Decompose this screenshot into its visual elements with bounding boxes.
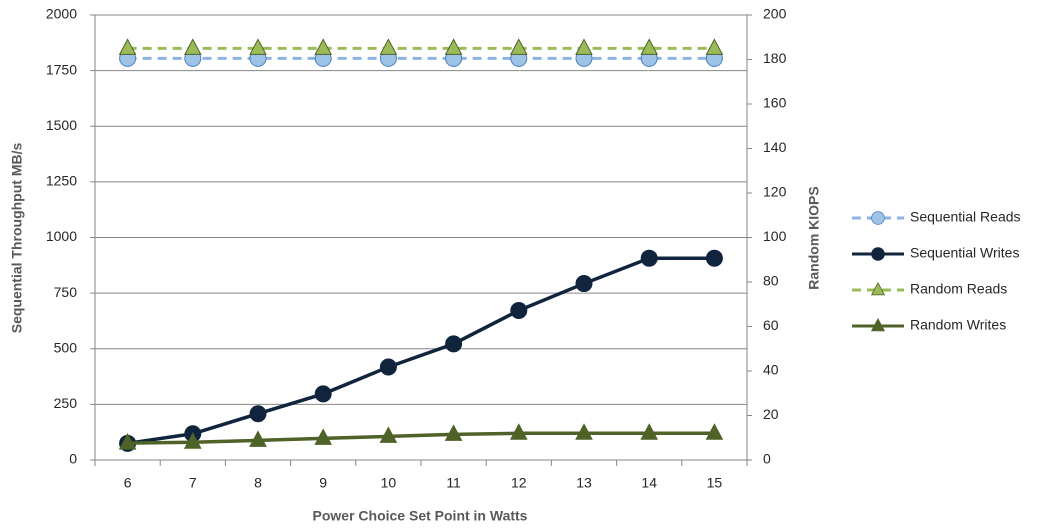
y2-tick-label: 180 bbox=[763, 50, 787, 66]
y-tick-label: 1000 bbox=[46, 228, 77, 244]
data-point bbox=[183, 432, 202, 449]
x-tick-label: 13 bbox=[576, 475, 592, 491]
data-point bbox=[314, 385, 332, 403]
data-point bbox=[314, 428, 333, 445]
data-point bbox=[575, 38, 593, 55]
data-point bbox=[314, 38, 333, 55]
x-tick-label: 12 bbox=[511, 475, 527, 491]
data-point bbox=[118, 38, 137, 55]
legend-marker bbox=[871, 211, 885, 225]
x-axis-title: Power Choice Set Point in Watts bbox=[313, 508, 528, 524]
x-tick-label: 7 bbox=[189, 475, 197, 491]
x-tick-label: 8 bbox=[254, 475, 262, 491]
data-point bbox=[509, 423, 528, 440]
y-axis-title: Sequential Throughput MB/s bbox=[9, 143, 25, 334]
data-point bbox=[705, 38, 724, 55]
legend-marker bbox=[870, 281, 886, 296]
legend-marker bbox=[871, 247, 885, 261]
legend-marker bbox=[870, 317, 886, 332]
data-point bbox=[118, 433, 137, 450]
y2-tick-label: 80 bbox=[763, 273, 779, 289]
y2-tick-label: 200 bbox=[763, 6, 787, 22]
y-tick-label: 0 bbox=[69, 451, 77, 467]
data-point bbox=[640, 423, 659, 440]
data-point bbox=[705, 423, 724, 440]
series-line bbox=[127, 431, 715, 445]
y2-tick-label: 20 bbox=[763, 406, 779, 422]
y2-tick-label: 160 bbox=[763, 95, 787, 111]
y-tick-label: 750 bbox=[54, 284, 78, 300]
legend-label: Random Writes bbox=[910, 317, 1006, 333]
x-tick-label: 15 bbox=[707, 475, 723, 491]
y2-tick-label: 140 bbox=[763, 139, 787, 155]
y-tick-label: 1250 bbox=[46, 173, 77, 189]
y2-tick-label: 60 bbox=[763, 317, 779, 333]
y2-tick-label: 120 bbox=[763, 184, 787, 200]
x-tick-label: 9 bbox=[319, 475, 327, 491]
data-point bbox=[183, 38, 202, 55]
legend-label: Sequential Reads bbox=[910, 209, 1021, 225]
data-point bbox=[575, 423, 593, 440]
data-point bbox=[444, 38, 463, 55]
x-tick-label: 6 bbox=[124, 475, 132, 491]
data-point bbox=[640, 249, 658, 267]
legend-label: Sequential Writes bbox=[910, 245, 1019, 261]
data-point bbox=[379, 426, 398, 443]
y-tick-label: 500 bbox=[54, 339, 78, 355]
y-tick-label: 2000 bbox=[46, 6, 77, 22]
y2-axis-title: Random KIOPS bbox=[806, 186, 822, 289]
data-point bbox=[510, 301, 528, 319]
x-tick-label: 11 bbox=[446, 475, 461, 491]
series-line bbox=[127, 256, 715, 446]
x-tick-label: 10 bbox=[381, 475, 397, 491]
x-tick-label: 14 bbox=[641, 475, 657, 491]
data-point bbox=[249, 405, 267, 423]
y2-tick-label: 0 bbox=[763, 451, 771, 467]
data-point bbox=[445, 335, 463, 353]
y-tick-label: 250 bbox=[54, 395, 78, 411]
data-point bbox=[379, 38, 398, 55]
data-point bbox=[249, 430, 267, 447]
y-tick-label: 1500 bbox=[46, 117, 77, 133]
data-point bbox=[509, 38, 528, 55]
y2-tick-label: 100 bbox=[763, 228, 787, 244]
data-point bbox=[444, 424, 463, 441]
data-point bbox=[640, 38, 659, 55]
data-point bbox=[249, 38, 267, 55]
data-point bbox=[575, 275, 593, 293]
data-point bbox=[379, 358, 397, 376]
data-point bbox=[705, 249, 723, 267]
legend-label: Random Reads bbox=[910, 281, 1007, 297]
y2-tick-label: 40 bbox=[763, 362, 779, 378]
y-tick-label: 1750 bbox=[46, 61, 77, 77]
